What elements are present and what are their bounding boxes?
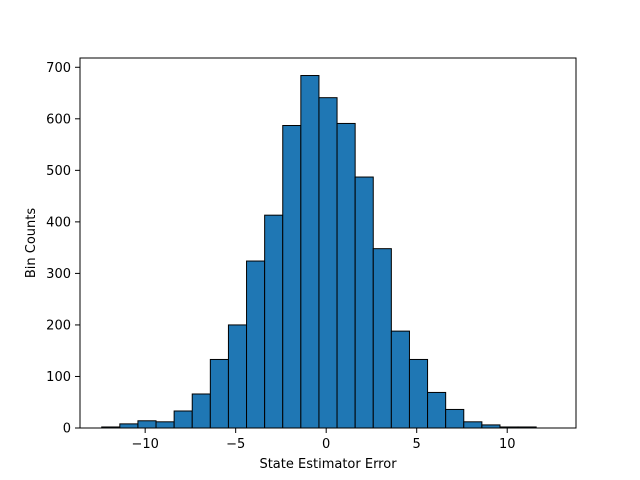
histogram-bar <box>282 125 302 429</box>
y-tick-label: 700 <box>46 61 71 76</box>
x-axis-ticks: −10 −5 0 5 10 <box>131 428 515 452</box>
histogram-bar <box>390 330 410 429</box>
histogram-bar <box>173 410 193 429</box>
histogram-bar <box>354 176 374 429</box>
x-axis-label: State Estimator Error <box>259 457 397 472</box>
y-tick-label: 500 <box>46 164 71 179</box>
histogram-bar <box>336 122 356 429</box>
histogram-bar <box>318 97 338 429</box>
histogram-bars <box>101 75 537 429</box>
x-tick-label: −5 <box>226 437 245 452</box>
x-tick-label: −10 <box>131 437 158 452</box>
histogram-bar <box>427 391 447 429</box>
histogram-bar <box>155 421 175 429</box>
y-tick-label: 200 <box>46 318 71 333</box>
y-tick-label: 400 <box>46 215 71 230</box>
y-tick-label: 300 <box>46 267 71 282</box>
y-axis-label: Bin Counts <box>24 208 39 279</box>
plot-frame <box>79 57 577 429</box>
histogram-bar <box>246 260 266 429</box>
y-tick-label: 100 <box>46 370 71 385</box>
y-tick-label: 600 <box>46 112 71 127</box>
histogram-bar <box>408 358 429 429</box>
histogram-bar <box>191 393 211 429</box>
y-axis-ticks: 0 100 200 300 400 500 600 700 <box>46 61 80 437</box>
histogram-bar <box>264 214 284 429</box>
histogram-bar <box>209 358 229 429</box>
histogram-bar <box>227 324 248 429</box>
histogram-bar <box>119 423 139 429</box>
histogram-bar <box>463 421 483 429</box>
x-tick-label: 0 <box>322 437 330 452</box>
y-tick-label: 0 <box>63 422 71 437</box>
x-tick-label: 5 <box>413 437 421 452</box>
histogram-bar <box>445 408 465 429</box>
x-tick-label: 10 <box>499 437 516 452</box>
histogram-bar <box>372 248 392 429</box>
histogram-bar <box>137 420 157 429</box>
histogram-bar <box>300 75 320 429</box>
